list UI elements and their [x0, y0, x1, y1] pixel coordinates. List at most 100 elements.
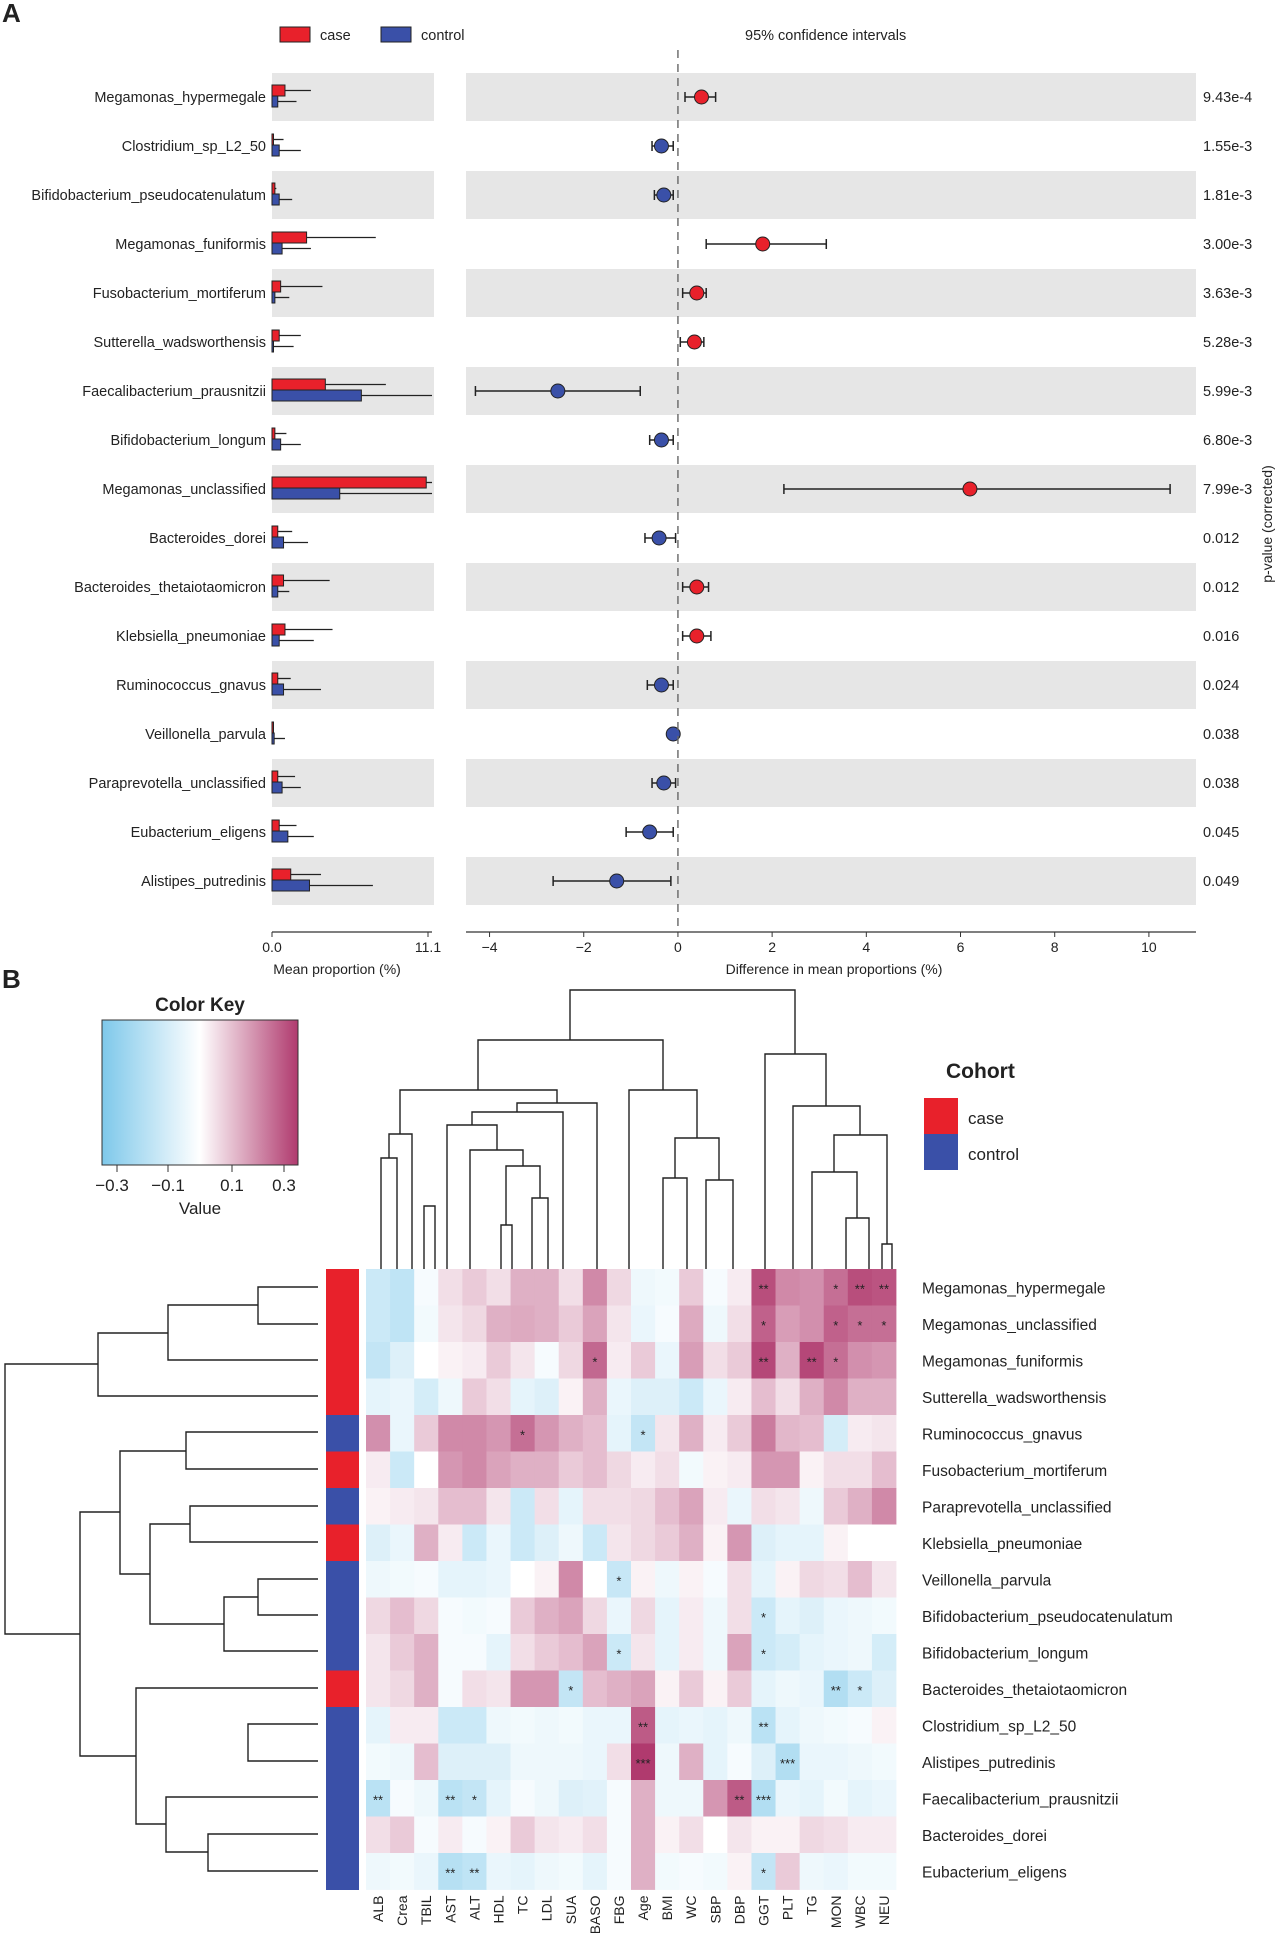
heatmap-cell: [823, 1853, 849, 1890]
dendro-branch: [764, 1053, 827, 1272]
heatmap-cell: [823, 1342, 849, 1379]
heatmap-cell: [462, 1816, 487, 1854]
cohort-cell: [326, 1342, 359, 1379]
heatmap-cell: [558, 1524, 584, 1562]
bar-case: [271, 280, 282, 293]
bar-x-label: Mean proportion (%): [273, 961, 401, 977]
cohort-cell: [326, 1488, 359, 1525]
heatmap-cell: [582, 1378, 608, 1416]
heatmap-cell: [438, 1707, 463, 1744]
heatmap-column-label: PLT: [780, 1895, 796, 1920]
heatmap-cell: [823, 1269, 849, 1306]
heatmap-cell: [823, 1488, 849, 1525]
heatmap-cell: [871, 1597, 897, 1635]
heatmap-column-label: ALB: [370, 1896, 386, 1922]
diff-point: [686, 334, 702, 350]
heatmap-cell: [703, 1415, 728, 1452]
heatmap-cell: [871, 1707, 897, 1744]
heatmap-cell: [558, 1670, 584, 1708]
heatmap-column-labels: ALB Crea TBIL AST ALT HDL TC LDL SUA BASO FBG Age BM…: [370, 1895, 892, 1933]
heatmap-cell: [510, 1378, 536, 1416]
heatmap-cell: [366, 1670, 391, 1708]
heatmap-row-label: Sutterella_wadsworthensis: [922, 1390, 1107, 1407]
heatmap-cell: [703, 1342, 728, 1379]
heatmap-cell: [631, 1597, 656, 1635]
heatmap-cell: [727, 1488, 752, 1525]
heatmap-cell: [582, 1342, 608, 1379]
heatmap-cell: [679, 1269, 704, 1306]
heatmap-cell: [847, 1451, 873, 1489]
heatmap-cell: [703, 1524, 728, 1562]
heatmap-cell: [414, 1378, 439, 1416]
heatmap-cell: [847, 1816, 873, 1854]
diff-point: [653, 432, 669, 448]
heatmap-cell: [558, 1378, 584, 1416]
heatmap-cell: [847, 1634, 873, 1671]
bar-control: [271, 340, 274, 353]
cohort-cell: [326, 1269, 359, 1306]
heatmap-row-label: Alistipes_putredinis: [922, 1755, 1056, 1772]
species-label: Bifidobacterium_longum: [110, 433, 266, 449]
heatmap-cell: [727, 1342, 752, 1379]
heatmap-cell: [823, 1524, 849, 1562]
diff-tick-label: −4: [482, 939, 498, 955]
cohort-cell: [326, 1305, 359, 1343]
heatmap-cell: [799, 1816, 825, 1854]
heatmap-cell: [703, 1634, 728, 1671]
heatmap-cell: [366, 1780, 391, 1817]
bar-case: [271, 721, 274, 734]
heatmap-cell: [631, 1780, 656, 1817]
p-value-label: 5.28e-3: [1203, 335, 1252, 351]
bar-case: [271, 329, 280, 342]
bar-control: [271, 487, 341, 500]
heatmap-cell: [414, 1415, 439, 1452]
bar-case: [271, 868, 292, 881]
heatmap-cell: [871, 1451, 897, 1489]
legend-swatch-control: [380, 26, 412, 43]
color-key-gradient: [101, 1019, 299, 1166]
diff-point: [689, 579, 705, 595]
heatmap-cell: [582, 1488, 608, 1525]
heatmap-cell: [679, 1378, 704, 1416]
heatmap-cell: [558, 1561, 584, 1598]
heatmap-cell: [366, 1342, 391, 1379]
heatmap-cell: [510, 1305, 536, 1343]
significance-star: *: [641, 1427, 646, 1442]
heatmap-cell: [558, 1597, 584, 1635]
heatmap-cell: [390, 1780, 415, 1817]
heatmap-cell: [534, 1670, 560, 1708]
bar-case: [271, 770, 279, 783]
heatmap-cell: [751, 1378, 776, 1416]
bar-control: [271, 585, 279, 598]
cohort-cell: [326, 1707, 359, 1744]
heatmap-cell: [558, 1743, 584, 1781]
heatmap-cell: [823, 1780, 849, 1817]
heatmap-cell: [510, 1634, 536, 1671]
heatmap-cell: [486, 1670, 511, 1708]
heatmap-cell: [534, 1743, 560, 1781]
heatmap-cell: [366, 1853, 391, 1890]
heatmap-cell: [871, 1780, 897, 1817]
diff-point: [656, 775, 672, 791]
heatmap-cell: [462, 1524, 487, 1562]
heatmap-cell: [606, 1670, 632, 1708]
heatmap-cell: [655, 1780, 680, 1817]
row-band-bars: [272, 73, 434, 121]
heatmap-row-label: Veillonella_parvula: [922, 1572, 1052, 1589]
bar-control: [271, 438, 282, 451]
significance-star: **: [879, 1281, 889, 1296]
heatmap-cell: [703, 1488, 728, 1525]
row-band-diff: [466, 563, 1196, 611]
heatmap-cell: [727, 1451, 752, 1489]
heatmap-cell: [438, 1415, 463, 1452]
heatmap-cell: [438, 1780, 463, 1817]
heatmap-cell: [775, 1488, 801, 1525]
heatmap-cell: [823, 1451, 849, 1489]
cohort-label-control: control: [968, 1145, 1019, 1164]
heatmap-cell: [414, 1488, 439, 1525]
heatmap-cell: [558, 1415, 584, 1452]
significance-star: *: [857, 1318, 862, 1333]
heatmap-cell: [366, 1378, 391, 1416]
heatmap-cell: [534, 1816, 560, 1854]
heatmap-cell: [582, 1780, 608, 1817]
